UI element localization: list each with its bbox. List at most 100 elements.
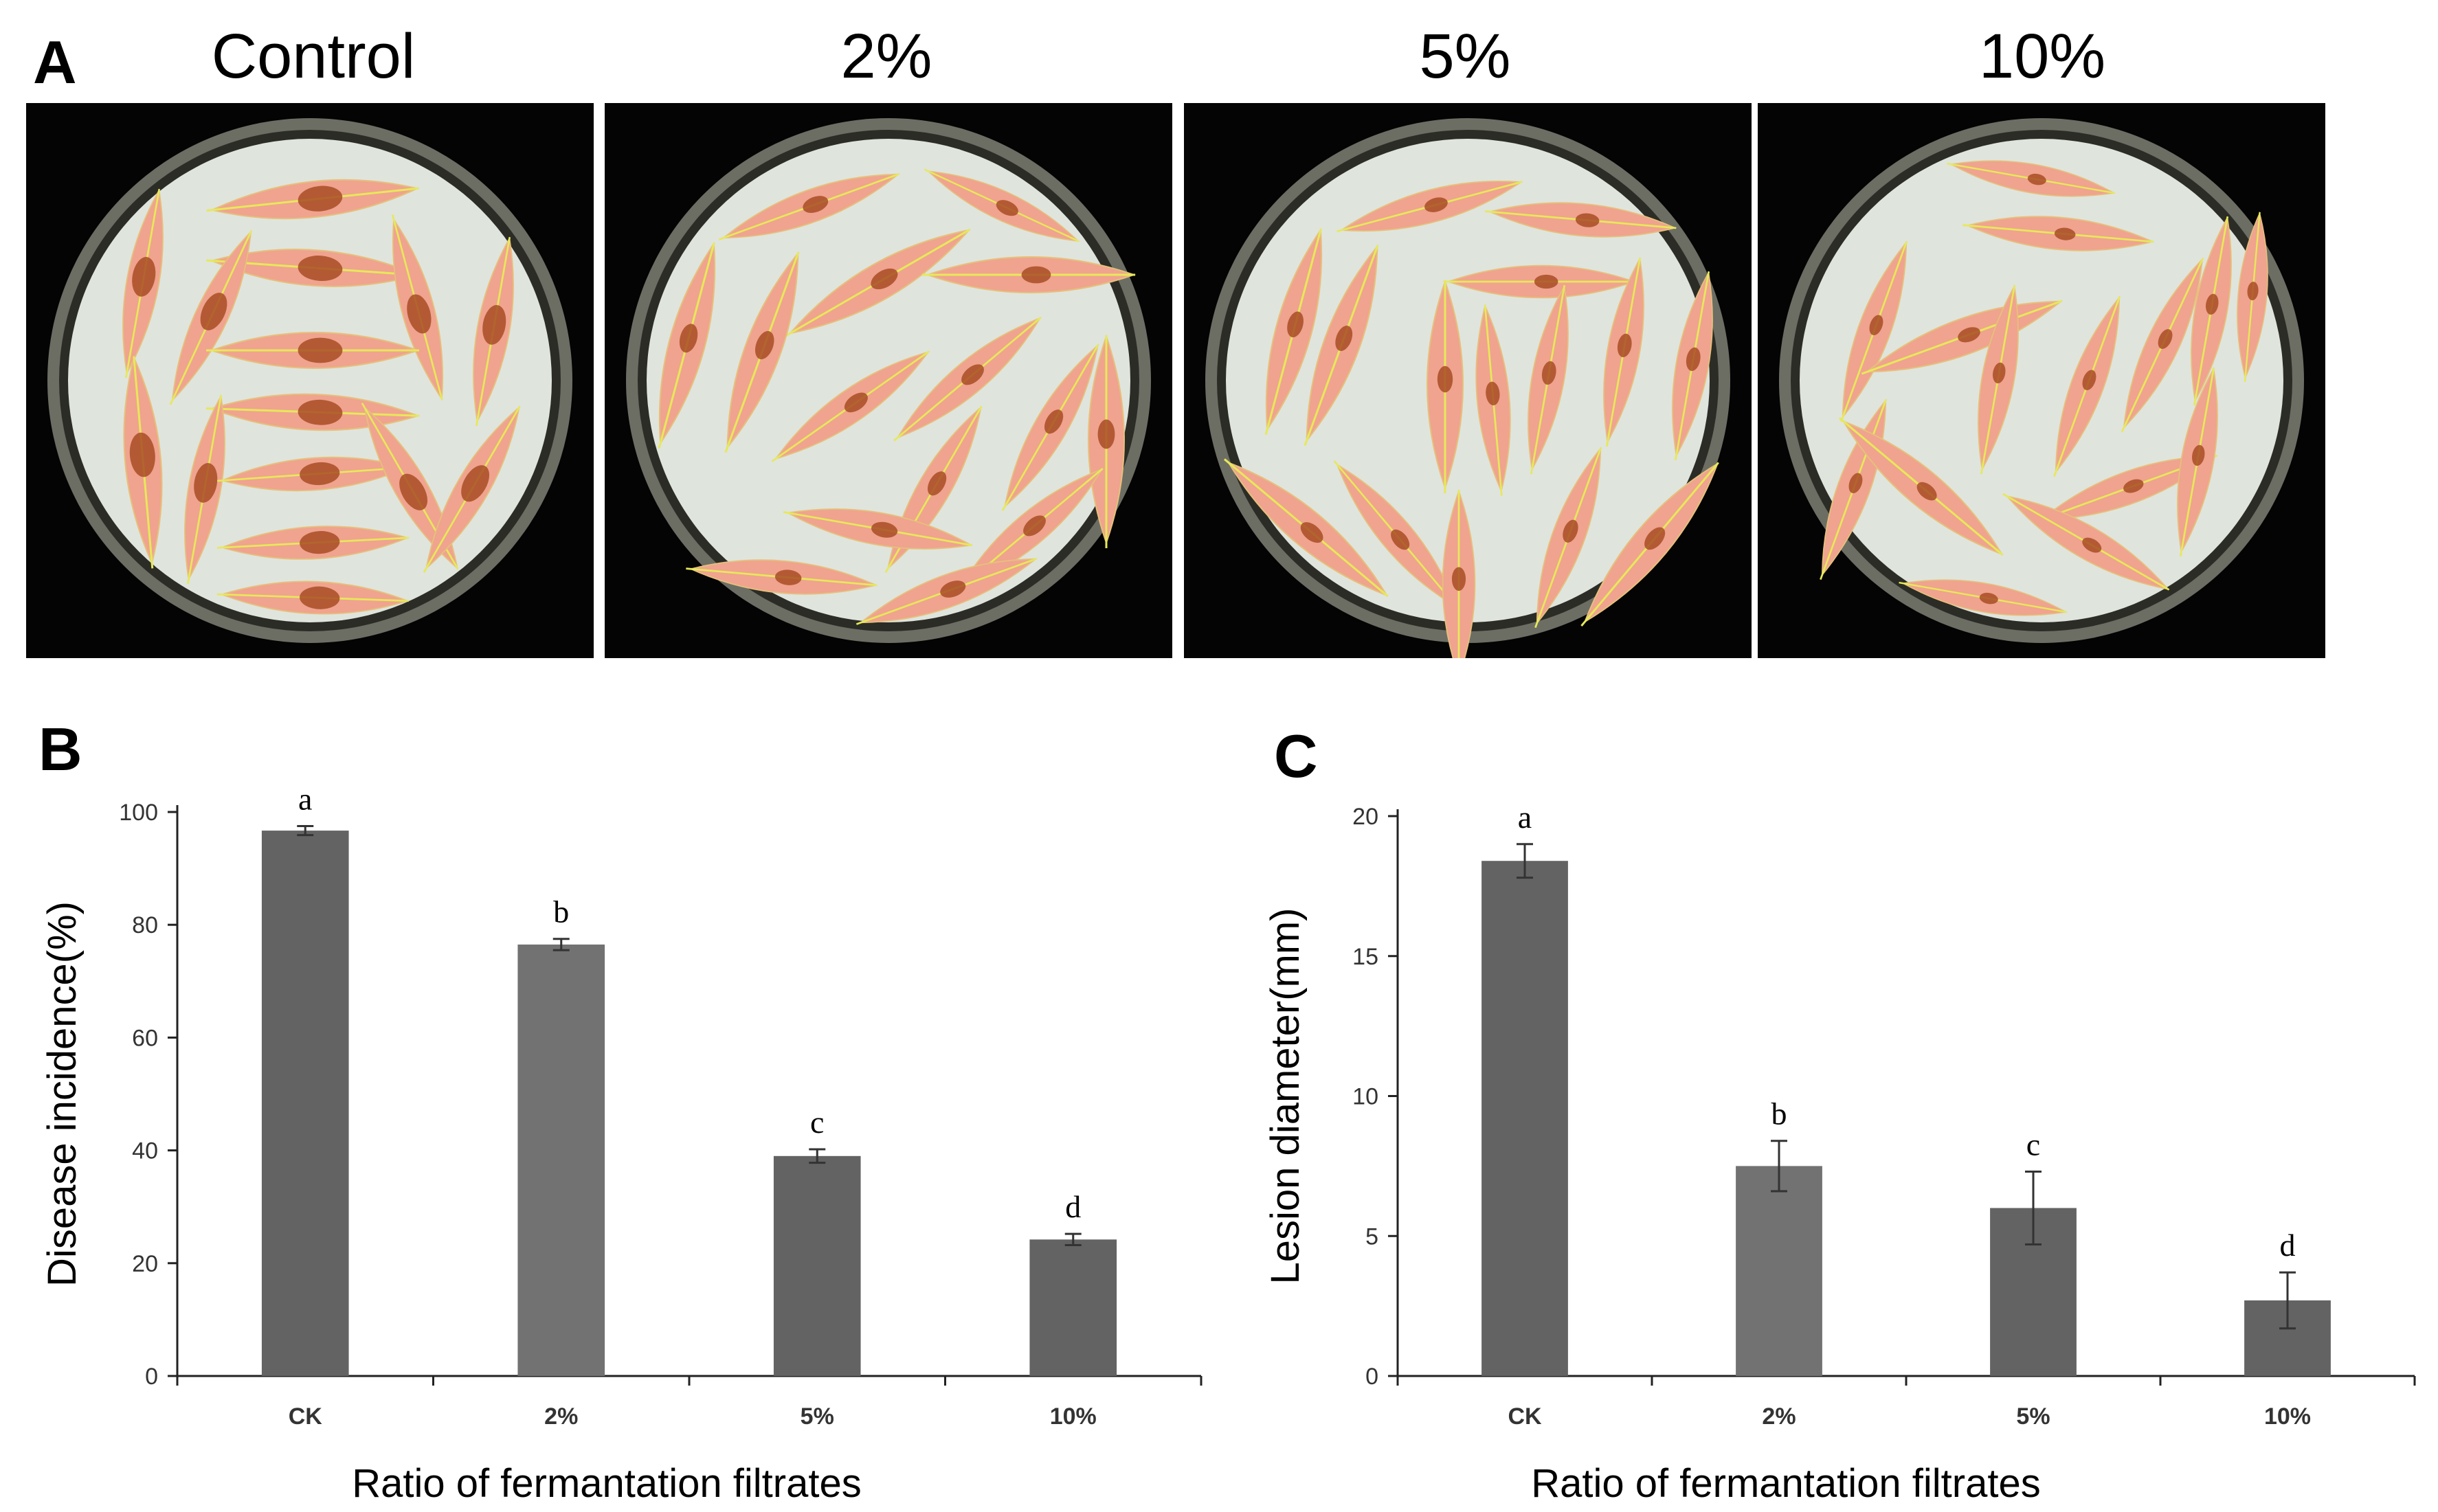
leaf	[1485, 202, 1677, 238]
lesion	[2158, 329, 2173, 349]
significance-letter: c	[810, 1105, 824, 1140]
leaf	[718, 172, 900, 240]
disease-incidence-chart: 0 20 40 60 80 100 a CK b 2% c 5% d 10% Ratio of ferman…	[0, 742, 1223, 1512]
leaf	[473, 236, 514, 427]
leaf	[1443, 264, 1636, 299]
leaf	[686, 559, 878, 595]
y-tick-label: 80	[132, 912, 158, 938]
lesion	[754, 330, 774, 360]
leaf	[785, 228, 971, 337]
leaf	[423, 405, 521, 573]
lesion	[1541, 361, 1556, 385]
leaf	[658, 242, 716, 449]
leaf	[1337, 180, 1523, 233]
lesion	[1287, 311, 1304, 338]
lesion	[399, 473, 428, 510]
lesion	[871, 268, 898, 290]
significance-letter: a	[298, 782, 312, 817]
leaf	[1224, 458, 1389, 597]
lesion	[300, 531, 340, 554]
lesion	[2027, 173, 2046, 185]
leaf	[2177, 367, 2218, 557]
lesion	[1097, 419, 1115, 449]
lesion	[2054, 227, 2076, 240]
lesion	[961, 364, 984, 385]
x-tick-label: 10%	[1050, 1403, 1097, 1430]
y-tick-label: 0	[1365, 1364, 1378, 1390]
leaf	[2237, 212, 2268, 383]
leaf	[1603, 257, 1644, 447]
lesion	[194, 463, 218, 503]
lesion	[1424, 197, 1448, 212]
lesion	[1575, 213, 1600, 227]
y-axis-title: Disease incidence(%)	[40, 901, 85, 1287]
petri-dish-photo-2pct	[605, 103, 1172, 658]
y-axis-title: Lesion diameter(mm)	[1263, 908, 1308, 1285]
leaf	[216, 580, 410, 615]
leaf	[1264, 228, 1323, 436]
y-tick-label: 40	[132, 1138, 158, 1164]
lesion	[1300, 522, 1323, 543]
lesion	[298, 185, 343, 212]
leaf	[217, 456, 410, 492]
lesion	[774, 569, 802, 585]
lesion	[2247, 282, 2259, 301]
lesion	[461, 465, 490, 502]
lesion	[1451, 567, 1466, 591]
leaf	[391, 214, 444, 401]
photo-title-5pct: 5%	[1419, 21, 1511, 91]
lesion	[1979, 592, 1998, 605]
petri-dish-photo-10pct	[1758, 103, 2325, 658]
leaf	[1001, 343, 1099, 511]
y-tick-label: 60	[132, 1025, 158, 1051]
significance-letter: d	[1065, 1189, 1081, 1224]
significance-letter: b	[553, 894, 569, 929]
panel-b-label: B	[38, 715, 82, 783]
leaf	[1534, 447, 1602, 629]
leaf	[122, 188, 164, 379]
panel-a-label: A	[33, 28, 77, 96]
lesion	[1617, 333, 1632, 358]
lesion	[2123, 479, 2144, 493]
lesion	[803, 196, 829, 213]
y-tick-label: 10	[1352, 1084, 1378, 1110]
y-tick-label: 5	[1365, 1223, 1378, 1250]
x-axis-title: Ratio of fermantation filtrates	[1531, 1461, 2040, 1506]
leaf	[1962, 216, 2155, 251]
leaf	[206, 332, 421, 369]
x-tick-label: CK	[289, 1403, 323, 1430]
lesion	[1869, 315, 1883, 335]
lesion	[1486, 381, 1500, 406]
y-tick-label: 100	[119, 800, 158, 826]
leaf	[169, 230, 253, 405]
leaf	[184, 394, 225, 585]
leaf	[361, 403, 459, 570]
lesion	[2205, 293, 2219, 315]
lesion	[300, 462, 340, 486]
leaf	[1427, 279, 1464, 493]
photo-title-10pct: 10%	[1978, 21, 2106, 91]
petri-dish-photo-5pct	[1184, 103, 1752, 658]
leaf	[206, 249, 420, 287]
bar-2pct	[1736, 1166, 1822, 1376]
panel-c-label: C	[1274, 722, 1318, 790]
lesion	[298, 399, 343, 425]
leaf	[1672, 271, 1713, 461]
lesion	[2191, 444, 2205, 466]
leaf	[1978, 284, 2019, 475]
leaf	[2002, 493, 2170, 591]
lesion	[1644, 527, 1666, 550]
lesion	[1021, 266, 1051, 284]
y-tick-label: 15	[1352, 944, 1378, 970]
leaf	[1528, 284, 1569, 475]
lesion	[407, 294, 432, 334]
bar-ck	[261, 831, 349, 1376]
leaf	[922, 256, 1137, 293]
leaf	[1839, 417, 2004, 556]
leaf	[855, 557, 1038, 625]
lesion	[482, 305, 506, 345]
lesion	[1958, 327, 1980, 343]
lesion	[298, 256, 343, 282]
leaf	[771, 350, 930, 462]
leaf	[893, 317, 1042, 442]
